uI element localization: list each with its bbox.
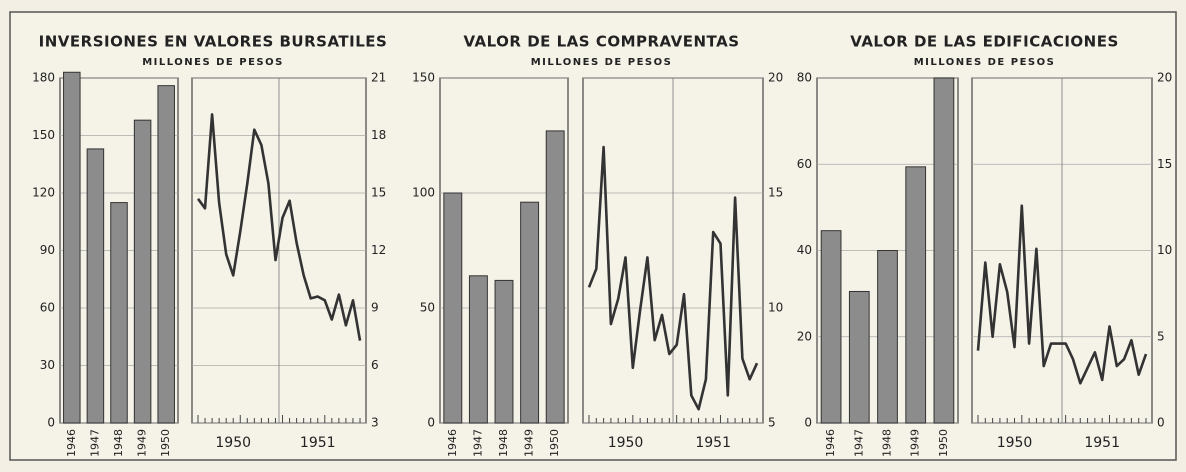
x-tick-label: 1948 <box>881 429 894 457</box>
chart-subtitle: MILLONES DE PESOS <box>914 57 1056 68</box>
chart-subtitle: MILLONES DE PESOS <box>142 57 284 68</box>
y-tick-label: 15 <box>1157 157 1172 171</box>
y-tick-label: 3 <box>371 416 379 430</box>
y-tick-label: 20 <box>1157 71 1172 85</box>
y-tick-label: 0 <box>47 416 55 430</box>
bar <box>933 77 955 424</box>
x-tick-label: 1950 <box>159 429 172 457</box>
x-tick-label: 1949 <box>909 429 922 457</box>
y-tick-label: 0 <box>804 416 812 430</box>
y-tick-label: 120 <box>32 186 55 200</box>
bar <box>494 279 514 424</box>
y-tick-label: 100 <box>412 186 435 200</box>
x-tick-label: 1949 <box>136 429 149 457</box>
x-tick-label: 1950 <box>937 429 950 457</box>
y-tick-label: 5 <box>768 416 776 430</box>
bar <box>110 202 128 424</box>
x-tick-label: 1948 <box>112 429 125 457</box>
bar <box>157 85 175 424</box>
x-tick-label: 1950 <box>215 435 251 451</box>
x-tick-label: 1948 <box>497 429 510 457</box>
y-tick-label: 60 <box>40 301 55 315</box>
x-tick-label: 1947 <box>88 429 101 457</box>
y-tick-label: 90 <box>40 243 55 257</box>
x-tick-label: 1950 <box>997 435 1033 451</box>
bar <box>848 290 870 424</box>
y-tick-label: 150 <box>32 128 55 142</box>
y-tick-label: 180 <box>32 71 55 85</box>
x-tick-label: 1947 <box>852 429 865 457</box>
bar <box>905 166 927 424</box>
bar <box>133 119 152 424</box>
x-tick-label: 1951 <box>1084 435 1120 451</box>
y-tick-label: 40 <box>797 243 812 257</box>
chart-title: INVERSIONES EN VALORES BURSATILES <box>39 33 388 51</box>
y-tick-label: 30 <box>40 358 55 372</box>
y-tick-label: 0 <box>427 416 435 430</box>
y-tick-label: 20 <box>768 71 783 85</box>
y-tick-label: 6 <box>371 358 379 372</box>
y-tick-label: 15 <box>768 186 783 200</box>
y-tick-label: 5 <box>1157 329 1165 343</box>
x-tick-label: 1946 <box>65 429 78 457</box>
bar <box>520 201 540 424</box>
bar <box>877 250 898 424</box>
y-tick-label: 20 <box>797 329 812 343</box>
y-tick-label: 150 <box>412 71 435 85</box>
chart-subtitle: MILLONES DE PESOS <box>531 57 673 68</box>
frame <box>9 11 1177 461</box>
line <box>587 145 759 411</box>
bar <box>443 192 463 424</box>
bar <box>545 130 565 424</box>
x-tick-label: 1946 <box>824 429 837 457</box>
x-tick-label: 1946 <box>446 429 459 457</box>
chart-title: VALOR DE LAS EDIFICACIONES <box>850 33 1119 51</box>
y-tick-label: 12 <box>371 243 386 257</box>
y-tick-label: 10 <box>1157 243 1172 257</box>
bar <box>820 230 842 424</box>
y-tick-label: 18 <box>371 128 386 142</box>
line <box>976 204 1148 385</box>
line <box>196 113 362 341</box>
y-tick-label: 15 <box>371 186 386 200</box>
bar <box>468 275 488 424</box>
y-tick-label: 10 <box>768 301 783 315</box>
y-tick-label: 50 <box>420 301 435 315</box>
bar <box>63 71 81 424</box>
x-tick-label: 1951 <box>300 435 336 451</box>
x-tick-label: 1950 <box>608 435 644 451</box>
chart-title: VALOR DE LAS COMPRAVENTAS <box>463 33 739 51</box>
x-tick-label: 1949 <box>523 429 536 457</box>
y-tick-label: 80 <box>797 71 812 85</box>
bar <box>86 148 105 424</box>
y-tick-label: 60 <box>797 157 812 171</box>
x-tick-label: 1950 <box>548 429 561 457</box>
x-tick-label: 1951 <box>695 435 731 451</box>
y-tick-label: 21 <box>371 71 386 85</box>
y-tick-label: 9 <box>371 301 379 315</box>
y-tick-label: 0 <box>1157 416 1165 430</box>
x-tick-label: 1947 <box>471 429 484 457</box>
